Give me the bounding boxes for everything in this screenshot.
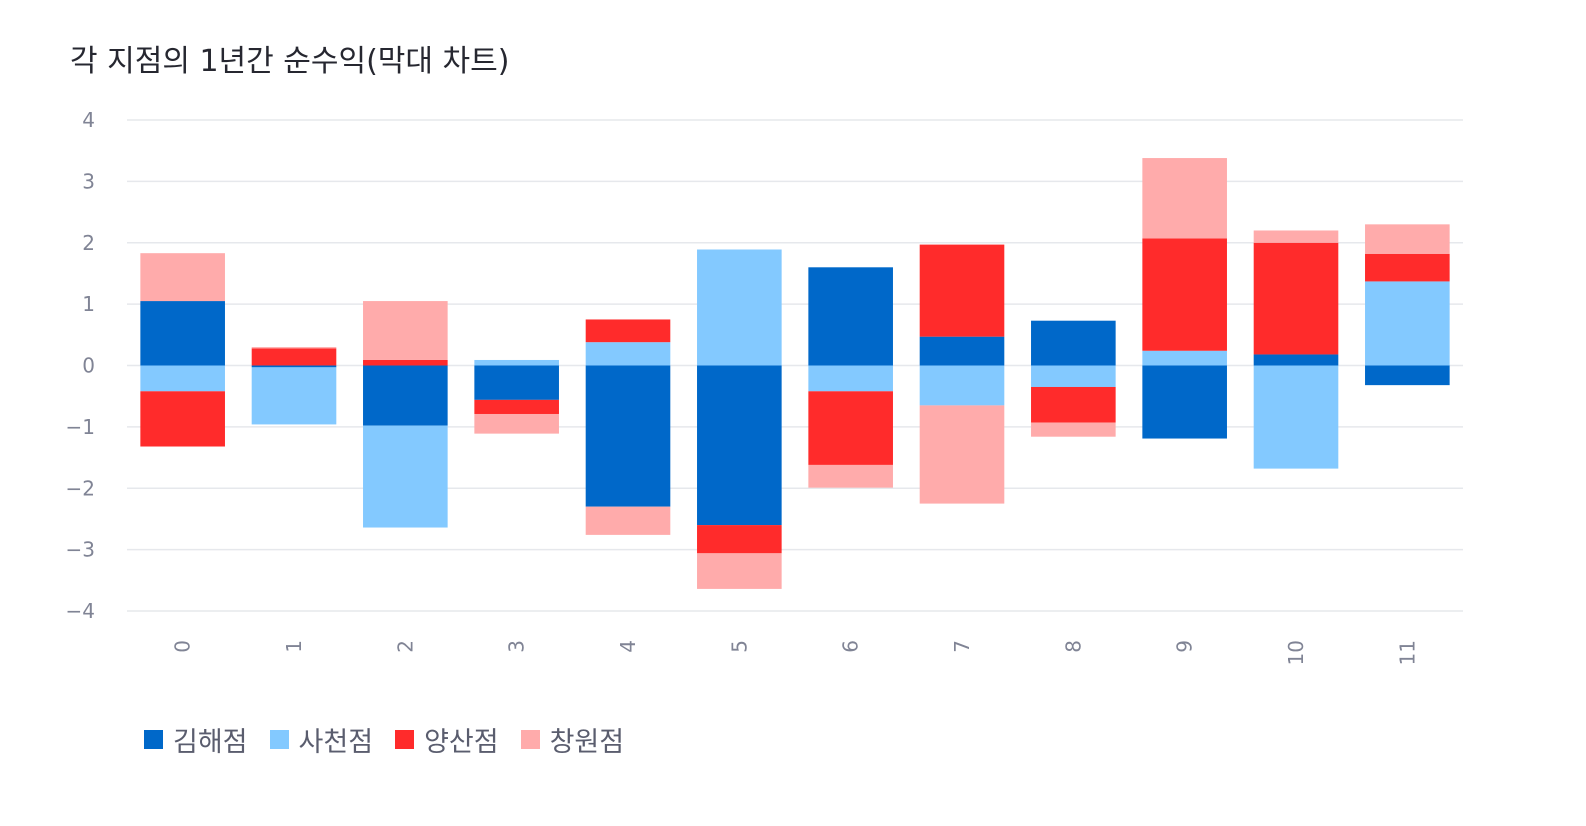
bar-segment[interactable] (1253, 354, 1339, 366)
x-tick-label: 5 (727, 640, 751, 653)
legend-swatch (269, 730, 289, 749)
bar-segment[interactable] (1142, 238, 1227, 351)
bar-segment[interactable] (919, 405, 1005, 504)
x-axis-ticks: 0 1 2 3 4 5 6 7 8 9 10 11 (171, 640, 1420, 665)
legend-swatch (144, 730, 163, 749)
y-tick-label: 0 (82, 354, 95, 378)
bar-segment[interactable] (251, 348, 337, 366)
legend-label: 사천점 (298, 727, 374, 758)
legend-item[interactable]: 사천점 (269, 720, 374, 759)
bar-segment[interactable] (808, 464, 893, 488)
bar-segment[interactable] (919, 336, 1005, 366)
x-tick-label: 6 (839, 640, 863, 653)
bar-segment[interactable] (1142, 350, 1227, 366)
legend-label: 양산점 (424, 727, 499, 758)
x-tick-label: 3 (505, 640, 529, 653)
bar-segment[interactable] (251, 367, 337, 425)
legend-label: 김해점 (173, 727, 248, 758)
bar-segment[interactable] (363, 359, 448, 366)
x-tick-label: 0 (171, 640, 195, 653)
bar-segment[interactable] (1031, 422, 1116, 437)
bar-segment[interactable] (1142, 158, 1227, 239)
bar-segment[interactable] (140, 365, 225, 392)
bar-segment[interactable] (1365, 253, 1450, 282)
legend-swatch (395, 730, 415, 749)
x-tick-label: 11 (1395, 640, 1419, 665)
x-tick-label: 7 (950, 640, 974, 653)
legend: 김해점 사천점 양산점 창원점 (144, 720, 646, 759)
bar-segment[interactable] (808, 391, 893, 465)
bar-segment[interactable] (363, 301, 448, 360)
bar-segment[interactable] (585, 506, 671, 535)
legend-item[interactable]: 창원점 (520, 720, 625, 759)
y-tick-label: 3 (82, 169, 95, 193)
bar-segment[interactable] (474, 365, 559, 400)
bar-segment[interactable] (140, 253, 225, 302)
bar-segment[interactable] (808, 365, 893, 392)
bar-segment[interactable] (474, 413, 559, 434)
bar-segment[interactable] (363, 365, 448, 426)
bar-segment[interactable] (363, 425, 448, 528)
y-tick-label: −4 (66, 599, 95, 623)
legend-label: 창원점 (549, 727, 625, 758)
x-tick-label: 4 (616, 640, 640, 653)
bar-segment[interactable] (808, 267, 893, 366)
bar-segment[interactable] (919, 244, 1005, 337)
x-tick-label: 2 (393, 640, 417, 653)
legend-item[interactable]: 김해점 (144, 720, 248, 759)
bar-segment[interactable] (1142, 365, 1227, 439)
bar-segment[interactable] (474, 359, 559, 366)
bar-segment[interactable] (585, 319, 671, 343)
legend-swatch (520, 730, 540, 749)
bars (140, 158, 1450, 589)
bar-segment[interactable] (1365, 365, 1450, 386)
legend-item[interactable]: 양산점 (395, 720, 499, 759)
x-tick-label: 1 (282, 640, 306, 653)
y-tick-label: −2 (66, 476, 95, 500)
x-tick-label: 9 (1173, 640, 1197, 653)
bar-segment[interactable] (1253, 230, 1339, 243)
bar-segment[interactable] (1365, 281, 1450, 366)
bar-segment[interactable] (1031, 386, 1116, 423)
bar-segment[interactable] (1253, 365, 1339, 469)
bar-segment[interactable] (1031, 365, 1116, 387)
bar-segment[interactable] (585, 342, 671, 366)
y-tick-label: −1 (66, 415, 95, 439)
chart-title: 각 지점의 1년간 순수익(막대 차트) (70, 44, 510, 79)
bar-segment[interactable] (140, 391, 225, 447)
y-tick-label: 4 (82, 108, 95, 132)
bar-segment[interactable] (697, 249, 782, 366)
y-tick-label: 1 (82, 292, 95, 316)
bar-segment[interactable] (697, 365, 782, 526)
y-tick-label: 2 (82, 231, 95, 255)
bar-segment[interactable] (1031, 320, 1116, 366)
y-tick-label: −3 (66, 538, 95, 562)
bar-segment[interactable] (251, 347, 337, 349)
x-tick-label: 8 (1061, 640, 1085, 653)
bar-segment[interactable] (1365, 224, 1450, 254)
bar-segment[interactable] (1253, 242, 1339, 355)
x-tick-label: 10 (1284, 640, 1308, 665)
bar-segment[interactable] (474, 399, 559, 414)
gridlines (127, 119, 1463, 612)
y-axis-ticks: 4 3 2 1 0 −1 −2 −3 −4 (66, 108, 95, 623)
bar-segment[interactable] (919, 365, 1005, 406)
bar-segment[interactable] (585, 365, 671, 507)
bar-segment[interactable] (251, 365, 337, 368)
bar-segment[interactable] (140, 301, 225, 366)
bar-segment[interactable] (697, 525, 782, 554)
bar-segment[interactable] (697, 553, 782, 589)
